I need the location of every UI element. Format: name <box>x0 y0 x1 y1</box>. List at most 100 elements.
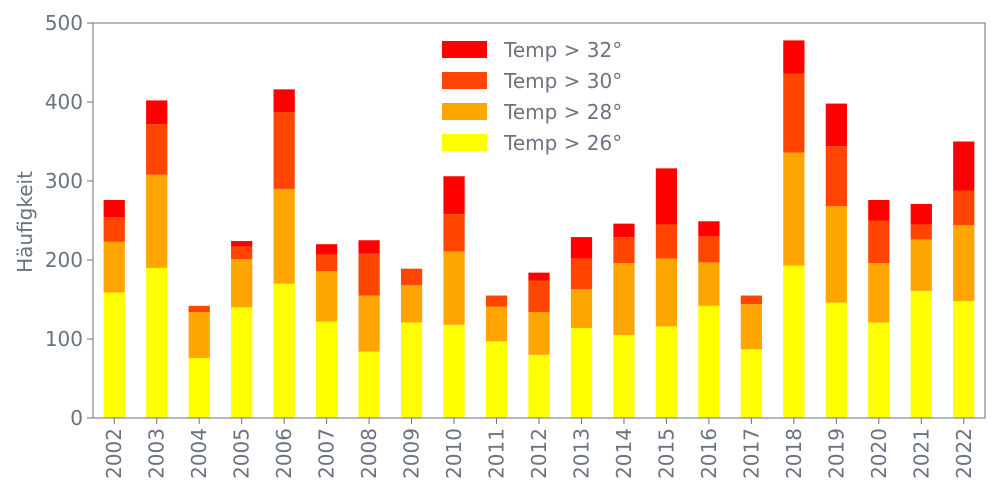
bar-segment-2003-series-2 <box>146 174 168 268</box>
bar-segment-2013-series-3 <box>570 258 593 290</box>
bar-segment-2005-series-2 <box>231 259 253 308</box>
bar-segment-2004-series-3 <box>188 305 210 313</box>
bar-segment-2005-series-4 <box>231 241 253 247</box>
x-tick-label-2002: 2002 <box>102 428 126 479</box>
x-tick-label-2007: 2007 <box>315 428 339 479</box>
bar-segment-2017-series-1 <box>740 349 762 418</box>
bar-segment-2015-series-3 <box>655 224 678 259</box>
bar-segment-2017-series-2 <box>740 304 762 350</box>
x-tick-label-2012: 2012 <box>527 428 551 479</box>
bar-segment-2004-series-1 <box>188 357 210 418</box>
bar-segment-2016-series-3 <box>698 236 720 263</box>
bar-segment-2012-series-2 <box>528 312 550 355</box>
bar-segment-2017-series-3 <box>740 295 762 305</box>
bar-segment-2003-series-3 <box>146 124 168 175</box>
bar-segment-2018-series-1 <box>783 265 805 418</box>
bar-segment-2008-series-4 <box>358 240 380 254</box>
bar-segment-2006-series-3 <box>273 112 295 189</box>
bar-segment-2013-series-4 <box>570 237 593 259</box>
y-tick-label-400: 400 <box>45 90 83 114</box>
x-tick-label-2003: 2003 <box>145 428 169 479</box>
bar-segment-2021-series-4 <box>910 203 932 225</box>
bar-segment-2005-series-1 <box>231 307 253 418</box>
bar-segment-2002-series-2 <box>103 241 125 293</box>
bar-segment-2004-series-2 <box>188 312 210 358</box>
x-tick-label-2016: 2016 <box>697 428 721 479</box>
legend-swatch-4 <box>442 41 487 58</box>
x-tick-label-2013: 2013 <box>569 428 593 479</box>
bar-segment-2006-series-2 <box>273 188 295 284</box>
bar-segment-2010-series-4 <box>443 176 465 215</box>
x-tick-label-2006: 2006 <box>272 428 296 479</box>
bar-segment-2013-series-1 <box>570 327 593 418</box>
bar-segment-2015-series-4 <box>655 168 678 225</box>
bar-segment-2007-series-3 <box>316 254 338 272</box>
x-tick-label-2022: 2022 <box>952 428 976 479</box>
x-tick-label-2017: 2017 <box>739 428 763 479</box>
bar-segment-2015-series-1 <box>655 326 678 418</box>
x-tick-label-2020: 2020 <box>867 428 891 479</box>
bar-segment-2016-series-4 <box>698 221 720 237</box>
bar-segment-2005-series-3 <box>231 246 253 260</box>
bar-segment-2009-series-2 <box>400 285 423 323</box>
bar-segment-2006-series-4 <box>273 89 295 113</box>
bar-segment-2010-series-2 <box>443 251 465 325</box>
x-tick-label-2015: 2015 <box>654 428 678 479</box>
bar-segment-2002-series-4 <box>103 199 125 218</box>
bar-segment-2003-series-1 <box>146 267 168 418</box>
legend-swatch-1 <box>442 134 487 151</box>
x-tick-label-2021: 2021 <box>909 428 933 479</box>
x-tick-label-2018: 2018 <box>782 428 806 479</box>
bar-segment-2014-series-3 <box>613 237 635 264</box>
bar-segment-2019-series-4 <box>825 103 847 147</box>
legend-swatch-3 <box>442 72 487 89</box>
x-tick-label-2014: 2014 <box>612 428 636 479</box>
bar-segment-2012-series-1 <box>528 354 550 418</box>
bar-segment-2016-series-2 <box>698 262 720 306</box>
bar-segment-2014-series-4 <box>613 223 635 238</box>
bar-segment-2021-series-2 <box>910 239 932 291</box>
bar-segment-2019-series-1 <box>825 302 847 418</box>
y-tick-label-100: 100 <box>45 327 83 351</box>
y-tick-label-300: 300 <box>45 169 83 193</box>
bar-segment-2022-series-1 <box>953 301 975 418</box>
bar-segment-2019-series-2 <box>825 206 847 303</box>
legend-label-2: Temp > 28° <box>503 100 622 124</box>
bar-segment-2019-series-3 <box>825 146 847 207</box>
bar-segment-2018-series-4 <box>783 40 805 74</box>
y-axis-title: Häufigkeit <box>13 171 37 273</box>
bar-segment-2012-series-3 <box>528 280 550 313</box>
bar-segment-2015-series-2 <box>655 258 678 327</box>
bar-segment-2008-series-1 <box>358 351 380 418</box>
bar-segment-2003-series-4 <box>146 100 168 125</box>
legend-label-1: Temp > 26° <box>503 131 622 155</box>
bar-segment-2002-series-3 <box>103 217 125 242</box>
bars-group <box>103 40 975 418</box>
bar-segment-2022-series-2 <box>953 225 975 302</box>
bar-segment-2020-series-3 <box>868 220 890 264</box>
axes-group: 0 100 200 300 400 500 2002 2003 2004 2005 2006 2007… <box>45 11 986 479</box>
x-tick-label-2008: 2008 <box>357 428 381 479</box>
bar-segment-2002-series-1 <box>103 292 125 418</box>
bar-segment-2010-series-1 <box>443 324 465 418</box>
x-tick-label-2009: 2009 <box>400 428 424 479</box>
bar-segment-2011-series-1 <box>485 341 508 418</box>
bar-segment-2009-series-3 <box>400 268 423 286</box>
bar-segment-2007-series-2 <box>316 271 338 322</box>
x-tick-label-2010: 2010 <box>442 428 466 479</box>
bar-segment-2014-series-1 <box>613 335 635 418</box>
bar-segment-2021-series-3 <box>910 224 932 240</box>
bar-segment-2007-series-4 <box>316 244 338 255</box>
x-tick-label-2019: 2019 <box>824 428 848 479</box>
bar-segment-2018-series-3 <box>783 73 805 153</box>
bar-segment-2018-series-2 <box>783 152 805 266</box>
bar-segment-2014-series-2 <box>613 263 635 336</box>
bar-segment-2016-series-1 <box>698 305 720 418</box>
bar-segment-2010-series-3 <box>443 214 465 252</box>
y-tick-label-200: 200 <box>45 248 83 272</box>
bar-segment-2008-series-3 <box>358 253 380 296</box>
bar-segment-2009-series-1 <box>400 322 423 418</box>
legend-swatch-2 <box>442 103 487 120</box>
x-tick-label-2005: 2005 <box>230 428 254 479</box>
